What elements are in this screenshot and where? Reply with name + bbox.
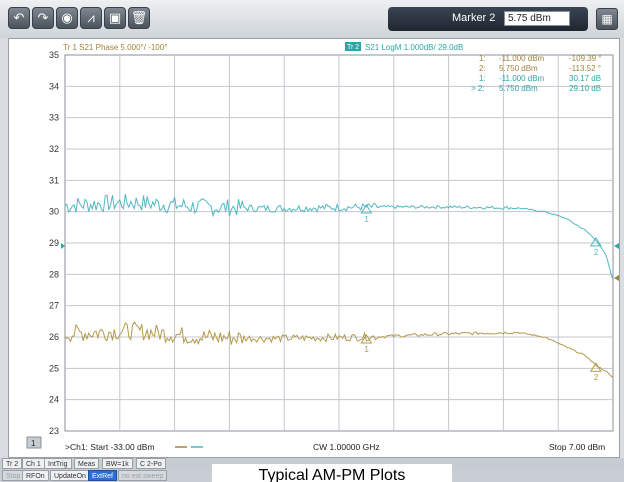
reference-right-arrow-gold[interactable] — [614, 275, 619, 281]
marker-search-icon[interactable]: ⩘ — [80, 7, 102, 29]
marker-1-cyan[interactable] — [360, 204, 373, 214]
y-tick-label: 25 — [49, 363, 59, 373]
redo-icon[interactable]: ↷ — [32, 7, 54, 29]
status-meas[interactable]: Meas — [74, 458, 100, 469]
trace-markers: 1 2 1 2 — [360, 204, 602, 382]
mt-val-4: 29.10 dB — [569, 84, 601, 93]
y-tick-label: 27 — [49, 301, 59, 311]
status-trigger[interactable]: IntTrig — [44, 458, 72, 469]
camera-icon[interactable]: ◉ — [56, 7, 78, 29]
y-axis-ticks: 35 34 33 32 31 30 29 28 27 26 25 24 23 — [49, 50, 59, 436]
trash-icon[interactable]: 🗑 — [128, 7, 150, 29]
softkey-extref[interactable]: ExtRef — [88, 470, 118, 481]
y-tick-label: 33 — [49, 113, 59, 123]
y-tick-label: 31 — [49, 175, 59, 185]
channel-box-label: 1 — [31, 439, 36, 448]
y-tick-label: 28 — [49, 269, 59, 279]
mt-stim-4: 5.750 dBm — [499, 84, 538, 93]
footer-start: >Ch1: Start -33.00 dBm — [65, 442, 155, 452]
mt-stim-2: 5.750 dBm — [499, 64, 538, 73]
softkey-rfon[interactable]: RFOn — [22, 470, 49, 481]
status-bw[interactable]: BW=1k — [102, 458, 133, 469]
mt-stim-1: -11.000 dBm — [499, 54, 545, 63]
mt-val-3: 30.17 dB — [569, 74, 601, 83]
mt-id-3: 1: — [479, 74, 486, 83]
marker-1-cyan-label: 1 — [364, 215, 369, 224]
reference-left-arrow[interactable] — [61, 243, 65, 249]
trace-cyan[interactable] — [64, 194, 614, 281]
figure-caption: Typical AM-PM Plots — [212, 464, 452, 482]
mt-val-1: -109.39 ° — [569, 54, 602, 63]
y-tick-label: 34 — [49, 81, 59, 91]
trace2-tag-bg[interactable] — [345, 42, 361, 51]
y-tick-label: 26 — [49, 332, 59, 342]
footer-stop: Stop 7.00 dBm — [549, 442, 605, 452]
trace2-header[interactable]: S21 LogM 1.000dB/ 29.0dB — [365, 43, 463, 52]
y-tick-label: 23 — [49, 426, 59, 436]
trace-gold[interactable] — [64, 321, 614, 379]
mt-id-1: 1: — [479, 54, 486, 63]
plot-area[interactable]: 35 34 33 32 31 30 29 28 27 26 25 24 23 Tr 1 S21 Phas… — [8, 38, 620, 458]
y-tick-label: 30 — [49, 207, 59, 217]
marker-2-cyan[interactable] — [589, 236, 602, 247]
status-trace[interactable]: Tr 2 — [2, 458, 23, 469]
display-icon[interactable]: ▣ — [104, 7, 126, 29]
undo-icon[interactable]: ↶ — [8, 7, 30, 29]
plot-svg: 35 34 33 32 31 30 29 28 27 26 25 24 23 Tr 1 S21 Phas… — [26, 42, 619, 452]
mt-id-2: 2: — [479, 64, 486, 73]
marker-entry-panel: Marker 2 5.75 dBm — [388, 7, 588, 31]
channel-box[interactable] — [26, 436, 42, 449]
marker-readout-table: 1: -11.000 dBm -109.39 ° 2: 5.750 dBm -1… — [471, 54, 602, 93]
marker-1-gold-label: 1 — [364, 345, 369, 354]
marker-1-gold[interactable] — [360, 334, 373, 344]
keypad-icon[interactable]: ▦ — [596, 8, 618, 30]
toolbar: ↶ ↷ ◉ ⩘ ▣ 🗑 Marker 2 5.75 dBm ▦ — [0, 0, 624, 38]
reference-right-arrow-cyan[interactable] — [614, 243, 619, 249]
softkey-sweep[interactable]: no ext.sweep — [118, 470, 168, 481]
marker-label: Marker 2 — [452, 12, 496, 24]
trace1-header[interactable]: Tr 1 S21 Phase 5.000°/ -100° — [63, 43, 167, 52]
marker-2-gold[interactable] — [589, 362, 602, 372]
y-tick-label: 29 — [49, 238, 59, 248]
mt-val-2: -113.52 ° — [569, 64, 601, 73]
marker-value-input[interactable]: 5.75 dBm — [504, 11, 570, 26]
trace2-tag[interactable]: Tr 2 — [347, 44, 359, 51]
y-tick-label: 24 — [49, 395, 59, 405]
y-tick-label: 35 — [49, 50, 59, 60]
y-tick-label: 32 — [49, 144, 59, 154]
status-cal[interactable]: C 2-Po — [136, 458, 166, 469]
marker-2-cyan-label: 2 — [594, 248, 599, 257]
status-channel[interactable]: Ch 1 — [22, 458, 45, 469]
footer-center: CW 1.00000 GHz — [313, 442, 380, 452]
softkey-update[interactable]: UpdateOn — [50, 470, 90, 481]
traces — [64, 194, 614, 379]
mt-stim-3: -11.000 dBm — [499, 74, 545, 83]
mt-id-4: > 2: — [471, 84, 485, 93]
marker-2-gold-label: 2 — [594, 373, 599, 382]
plot-grid — [64, 54, 614, 432]
